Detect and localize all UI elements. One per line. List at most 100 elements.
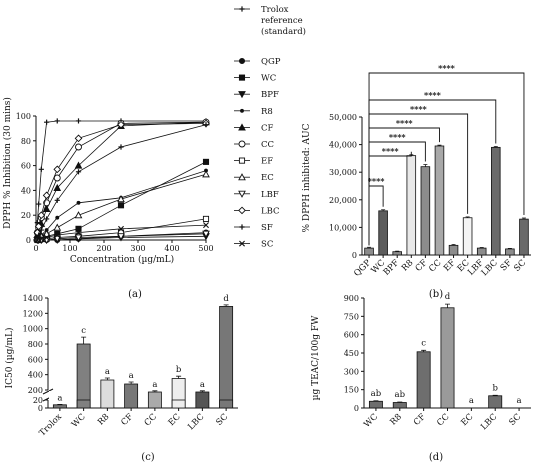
bar-r8 <box>392 402 407 409</box>
error-bar <box>479 247 484 249</box>
error-bar <box>445 303 450 308</box>
y-tick-label: 0 <box>354 404 359 413</box>
error-bar <box>381 209 386 211</box>
panel-a-y-axis-label: DPPH % Inhibition (30 mins) <box>2 97 13 229</box>
panel-b-label: (b) <box>429 289 443 300</box>
data-point <box>74 211 83 219</box>
legend-label: SF <box>261 223 273 233</box>
legend-label: LBC <box>261 206 280 216</box>
bar-lbc <box>491 146 501 256</box>
x-tick-label: SC <box>214 412 230 428</box>
significance-letter: ab <box>371 389 382 399</box>
legend-label-line: (standard) <box>261 26 306 37</box>
y-tick-label: 30,000 <box>329 168 357 177</box>
data-point <box>38 166 44 172</box>
panel-d-label: (d) <box>429 452 443 463</box>
significance-stars: **** <box>382 146 400 156</box>
bar-sc <box>519 218 529 256</box>
y-tick-label: 450 <box>344 349 359 358</box>
significance-stars: **** <box>410 104 428 114</box>
legend-marker <box>238 140 246 148</box>
legend-marker <box>239 6 245 12</box>
significance-letter: a <box>129 371 134 381</box>
significance-bracket <box>368 72 525 246</box>
bar-ef <box>448 244 459 256</box>
y-tick-label: 10,000 <box>329 223 357 232</box>
significance-letter: a <box>200 380 205 390</box>
panel-b-y-axis-label: % DPPH inhibited: AUC <box>302 123 312 232</box>
legend-marker <box>240 108 244 113</box>
data-point <box>42 204 51 213</box>
x-tick-label: SC <box>507 412 523 428</box>
data-point <box>54 197 60 203</box>
data-point <box>202 158 210 165</box>
bar-r8 <box>406 155 417 256</box>
error-bar <box>395 250 400 252</box>
x-tick-label: SC <box>512 258 528 274</box>
legend-marker <box>238 74 246 81</box>
data-point <box>74 234 83 242</box>
bar-lbc <box>488 395 503 409</box>
x-tick-label: CC <box>435 412 451 428</box>
error-bar <box>176 375 182 379</box>
data-point <box>203 122 209 128</box>
data-point <box>34 222 43 231</box>
data-point <box>42 229 51 237</box>
bar-lower-segment <box>171 399 186 409</box>
panel-a-series-lines <box>33 118 210 245</box>
data-point <box>54 118 60 124</box>
bar-lower-segment <box>76 399 91 409</box>
significance-letter: d <box>223 294 229 304</box>
panel-a-axes: 0 100 200 300 400 500 0 20 40 60 80 100 <box>16 112 214 253</box>
error-bar <box>465 216 470 218</box>
data-point <box>54 232 61 239</box>
error-bar <box>437 144 442 146</box>
bar-cf <box>416 351 431 409</box>
bar-qgp <box>364 247 374 256</box>
legend-marker <box>238 157 246 164</box>
panel-c-bar-chart: 200 400 600 800 1000 1200 1400 020 Trolox WC R8 CF C… <box>4 294 239 463</box>
error-bar <box>223 304 229 307</box>
legend-label-line: Trolox <box>261 5 289 15</box>
error-bar <box>493 146 498 148</box>
error-bar <box>507 247 512 249</box>
significance-letter: a <box>517 396 522 406</box>
data-point <box>53 183 62 191</box>
data-point <box>75 225 82 232</box>
error-bar <box>423 164 428 167</box>
y-tick-label: 60 <box>21 162 31 171</box>
significance-letter: b <box>492 383 498 393</box>
data-point <box>44 119 50 125</box>
error-bar <box>81 336 87 344</box>
x-tick-label: CF <box>414 258 430 274</box>
y-tick-label: 1400 <box>23 294 43 303</box>
y-tick-label: 0 <box>38 404 43 413</box>
legend-label: QGP <box>261 57 281 67</box>
y-tick-label: 100 <box>16 112 31 121</box>
data-point <box>74 134 83 143</box>
y-tick-label: 0 <box>26 236 31 245</box>
error-bar <box>367 246 372 249</box>
significance-letter: d <box>445 292 451 302</box>
legend-label: R8 <box>261 107 273 117</box>
x-tick-label: CF <box>119 412 135 428</box>
data-point <box>76 200 81 205</box>
series-line-sf <box>36 124 207 238</box>
data-point <box>75 229 82 236</box>
panel-b-bar-chart: 010,00020,00030,00040,00050,000QGPWCBPFR… <box>302 63 531 300</box>
y-tick-label: 150 <box>344 386 359 395</box>
data-point <box>118 225 124 232</box>
legend-label: EF <box>261 157 273 167</box>
legend-label-line: reference <box>261 16 303 26</box>
data-point <box>35 235 42 242</box>
panel-c-bars: a c a a a b a d <box>52 294 234 409</box>
series-line-lbc <box>36 123 207 233</box>
panel-a-line-chart: 0 100 200 300 400 500 0 20 40 60 80 100 Troloxrefer… <box>2 5 306 300</box>
y-tick-label: 50,000 <box>329 113 357 122</box>
data-point <box>203 222 209 229</box>
x-tick-label: CF <box>412 412 428 428</box>
bar-r8 <box>100 379 115 409</box>
legend-marker <box>239 240 245 247</box>
x-tick-label: BPF <box>382 258 402 278</box>
